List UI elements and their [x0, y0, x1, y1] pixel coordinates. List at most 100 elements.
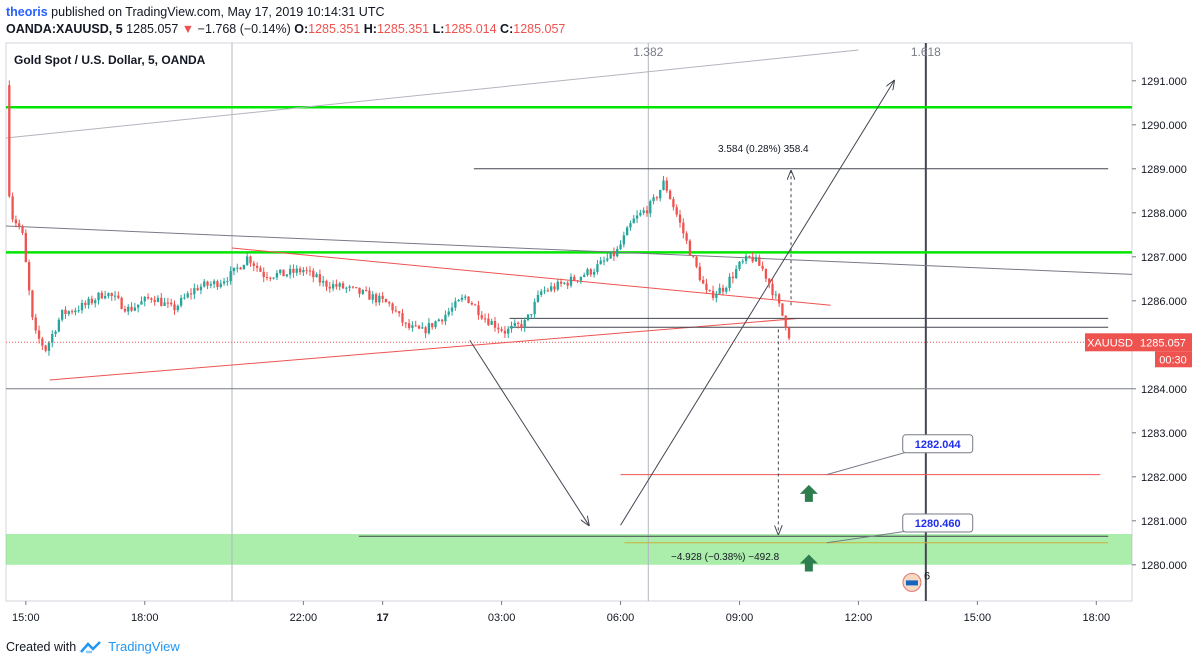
price-tag: XAUUSD 1285.057 00:30 [6, 333, 1192, 368]
chart-title: Gold Spot / U.S. Dollar, 5, OANDA [14, 53, 206, 67]
tradingview-logo-icon [80, 640, 102, 653]
candle-body [553, 286, 556, 290]
candle-body [592, 271, 596, 275]
candle-body [94, 300, 97, 304]
candle-body [454, 301, 457, 308]
plot-area [5, 42, 1133, 602]
author-link[interactable]: theoris [6, 5, 48, 19]
high-label: H: [363, 22, 377, 36]
footer: Created with TradingView [6, 639, 180, 654]
close-label: C: [500, 22, 514, 36]
price-axis[interactable]: 1280.000 1281.000 1282.000 1283.000 1284.000… [1132, 76, 1187, 572]
x-tick-label: 15:00 [12, 612, 40, 624]
candle-body [90, 298, 94, 304]
candle-body [285, 274, 288, 277]
candle-body [758, 257, 761, 266]
candle-body [573, 276, 576, 281]
candle-body [87, 298, 90, 306]
close-value: 1285.057 [513, 22, 566, 36]
candle-body [711, 290, 715, 298]
candle-body [146, 296, 150, 299]
candle-body [262, 271, 265, 278]
candle-body [599, 260, 602, 265]
candle-body [596, 264, 599, 272]
candle-body [371, 294, 374, 300]
publish-line: theoris published on TradingView.com, Ma… [6, 4, 565, 21]
candle-body [97, 292, 100, 301]
candle-body [378, 295, 381, 303]
candle-body [183, 297, 186, 299]
candle-body [417, 325, 421, 329]
support-band [6, 534, 1132, 565]
candle-body [212, 281, 216, 285]
x-tick-label: 18:00 [1083, 612, 1111, 624]
tradingview-brand[interactable]: TradingView [108, 639, 180, 654]
x-tick-label: 22:00 [290, 612, 318, 624]
candle-body [246, 256, 249, 265]
candle-body [288, 268, 292, 275]
candle-body [550, 286, 553, 291]
candle-body [768, 278, 771, 284]
candle-body [11, 196, 14, 220]
candle-body [394, 310, 398, 312]
candle-body [500, 329, 503, 331]
candle-body [583, 275, 586, 277]
candle-body [179, 297, 183, 306]
candle-body [440, 319, 444, 322]
candle-body [407, 323, 411, 328]
candle-body [612, 252, 616, 257]
candle-body [652, 197, 655, 202]
x-tick-label: 15:00 [964, 612, 992, 624]
candle-body [345, 287, 348, 289]
publish-info: published on TradingView.com, May 17, 20… [51, 5, 385, 19]
candle-body [642, 210, 645, 213]
candle-body [70, 311, 74, 313]
candle-body [133, 307, 137, 311]
candle-body [153, 299, 156, 303]
candle-body [312, 270, 315, 278]
candle-body [470, 302, 474, 305]
candle-body [764, 268, 768, 279]
candle-body [163, 302, 166, 306]
candle-body [467, 296, 470, 303]
candle-body [140, 301, 143, 305]
candle-body [44, 345, 47, 351]
candle-body [662, 180, 665, 190]
y-tick-label: 1286.000 [1141, 296, 1187, 308]
y-tick-label: 1281.000 [1141, 516, 1187, 528]
candle-body [424, 327, 427, 334]
candle-body [239, 267, 242, 270]
candle-body [692, 255, 695, 257]
candle-body [222, 281, 226, 284]
open-label: O: [294, 22, 309, 36]
ohlc-line: OANDA:XAUUSD, 5 1285.057 ▼ −1.768 (−0.14… [6, 21, 565, 38]
candle-body [513, 322, 516, 326]
candle-body [698, 266, 701, 281]
candle-body [744, 256, 748, 262]
candle-body [364, 290, 368, 292]
callout-pointer [826, 451, 908, 476]
candle-body [649, 201, 652, 214]
open-value: 1285.351 [308, 22, 361, 36]
drawing-tools[interactable] [5, 43, 1133, 601]
candle-body [242, 264, 246, 270]
time-axis[interactable]: 15:00 18:00 22:00 17 03:00 06:00 09:00 12:00 15:… [12, 601, 1110, 624]
candle-body [655, 197, 659, 199]
candle-body [708, 289, 711, 291]
candle-body [103, 296, 107, 299]
triangle-lower-line [49, 317, 799, 381]
candle-body [748, 256, 751, 258]
candle-body [602, 260, 606, 262]
candle-body [199, 286, 203, 291]
x-tick-label: 06:00 [607, 612, 635, 624]
projection-arrow-up [620, 81, 895, 526]
candle-body [150, 298, 153, 300]
candle-body [728, 276, 731, 288]
candle-body [474, 304, 477, 306]
candle-body [616, 248, 619, 257]
candle-body [404, 322, 407, 324]
publish-header: theoris published on TradingView.com, Ma… [6, 4, 565, 38]
created-with-label: Created with [6, 639, 77, 654]
candle-body [490, 320, 493, 325]
